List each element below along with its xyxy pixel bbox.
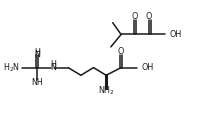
Text: NH$_2$: NH$_2$ xyxy=(98,84,115,97)
Text: N: N xyxy=(50,63,56,72)
Text: H$_2$N: H$_2$N xyxy=(3,61,20,74)
Text: O: O xyxy=(146,12,152,21)
Text: O: O xyxy=(118,47,124,56)
Text: N: N xyxy=(34,50,40,59)
Text: OH: OH xyxy=(142,63,154,72)
Text: OH: OH xyxy=(170,30,182,39)
Text: H: H xyxy=(50,60,56,69)
Text: O: O xyxy=(132,12,138,21)
Text: H: H xyxy=(34,48,40,57)
Text: NH: NH xyxy=(31,78,43,87)
